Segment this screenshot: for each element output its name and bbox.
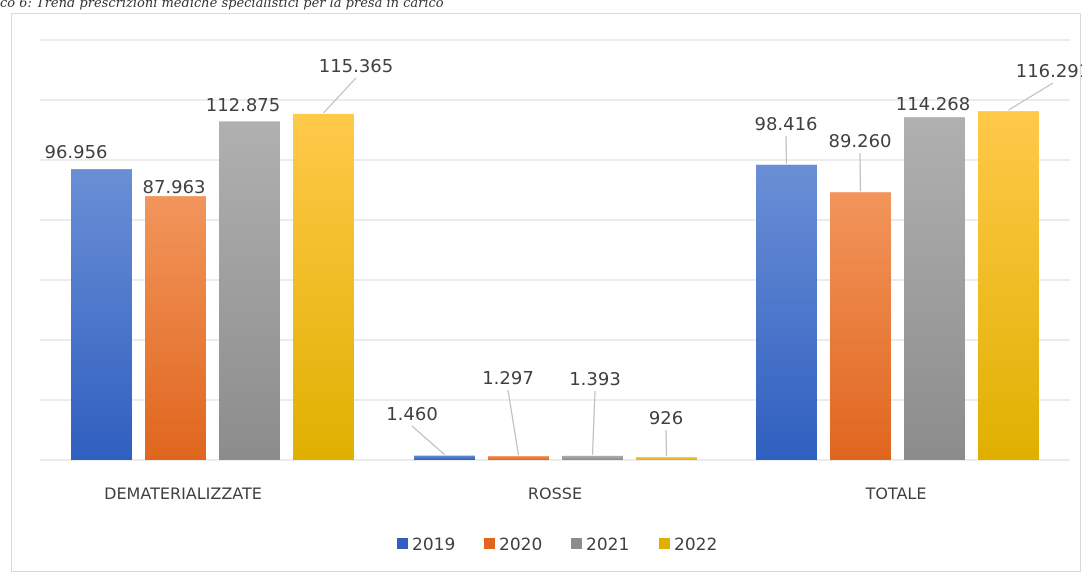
data-label: 114.268 xyxy=(896,94,970,115)
bar-2022-dematerializzate xyxy=(293,113,354,460)
chart-frame xyxy=(11,13,1081,572)
gridlines xyxy=(40,39,1070,461)
bar-2020-rosse xyxy=(488,456,549,460)
data-label: 87.963 xyxy=(143,177,206,198)
legend-swatch-2021 xyxy=(571,538,582,549)
legend-label-2019: 2019 xyxy=(412,535,455,555)
bar-2019-dematerializzate xyxy=(71,169,132,460)
legend-swatch-2019 xyxy=(397,538,408,549)
leader-line xyxy=(665,429,668,457)
bar-2020-totale xyxy=(830,192,891,460)
figure-caption: co 6: Trend prescrizioni mediche special… xyxy=(0,0,444,11)
data-label: 96.956 xyxy=(45,142,108,163)
bar-2022-totale xyxy=(978,111,1039,460)
data-label: 112.875 xyxy=(206,95,280,116)
legend-label-2022: 2022 xyxy=(674,535,717,555)
leader-lines xyxy=(323,77,1054,457)
bars xyxy=(71,111,1039,461)
legend-swatch-2020 xyxy=(484,538,495,549)
legend: 2019 2020 2021 2022 xyxy=(397,535,717,555)
leader-line xyxy=(859,152,862,192)
bar-2022-rosse xyxy=(636,457,697,460)
leader-line xyxy=(323,77,357,114)
data-label: 1.460 xyxy=(386,404,438,425)
legend-label-2020: 2020 xyxy=(499,535,542,555)
bar-2019-totale xyxy=(756,164,817,460)
data-labels: 96.956 1.460 98.416 87.963 1.297 89.260 112.87… xyxy=(45,56,1082,429)
bar-2019-rosse xyxy=(414,455,475,460)
category-label-totale: TOTALE xyxy=(865,484,927,503)
data-label: 926 xyxy=(649,408,683,429)
category-label-dematerializzate: DEMATERIALIZZATE xyxy=(104,484,262,503)
legend-label-2021: 2021 xyxy=(586,535,629,555)
leader-line xyxy=(507,389,520,456)
data-label: 89.260 xyxy=(829,131,892,152)
bar-2020-dematerializzate xyxy=(145,196,206,460)
data-label: 1.297 xyxy=(482,368,534,389)
leader-line xyxy=(411,425,445,456)
data-label: 115.365 xyxy=(319,56,393,77)
bar-2021-rosse xyxy=(562,455,623,460)
leader-line xyxy=(785,135,788,164)
leader-line xyxy=(591,390,596,455)
data-label: 116.291 xyxy=(1016,61,1082,82)
legend-swatch-2022 xyxy=(659,538,670,549)
leader-line xyxy=(1008,82,1054,111)
category-labels: DEMATERIALIZZATE ROSSE TOTALE xyxy=(104,484,926,503)
data-label: 98.416 xyxy=(755,114,818,135)
bar-2021-totale xyxy=(904,117,965,461)
bar-2021-dematerializzate xyxy=(219,121,280,460)
category-label-rosse: ROSSE xyxy=(528,484,582,503)
data-label: 1.393 xyxy=(569,369,621,390)
